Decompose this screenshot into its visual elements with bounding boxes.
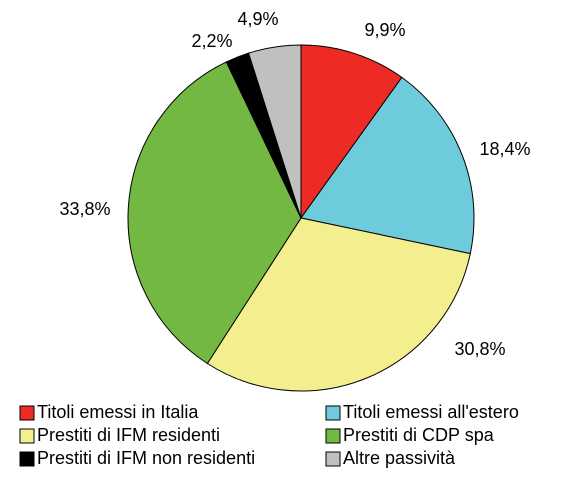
legend-swatch [325, 428, 341, 444]
legend-label: Prestiti di CDP spa [343, 425, 495, 445]
legend-swatch [325, 451, 341, 467]
pie-slice [300, 44, 403, 220]
legend-label: Prestiti di IFM non residenti [37, 448, 255, 468]
data-label: 9,9% [364, 20, 405, 40]
legend-label: Prestiti di IFM residenti [37, 425, 220, 445]
pie-slice [300, 76, 475, 255]
data-label: 2,2% [191, 31, 232, 51]
pie-slice [206, 217, 471, 392]
legend-swatch [19, 428, 35, 444]
pie-slice [127, 61, 302, 365]
legend-swatch [19, 405, 35, 421]
legend-swatch [325, 405, 341, 421]
legend-swatch [19, 451, 35, 467]
legend-label: Titoli emessi all'estero [343, 402, 519, 422]
data-label: 33,8% [59, 199, 110, 219]
data-label: 30,8% [454, 339, 505, 359]
legend-label: Titoli emessi in Italia [37, 402, 199, 422]
pie-slice [247, 44, 302, 219]
legend-label: Altre passività [343, 448, 456, 468]
data-label: 18,4% [479, 139, 530, 159]
data-label: 4,9% [237, 9, 278, 29]
